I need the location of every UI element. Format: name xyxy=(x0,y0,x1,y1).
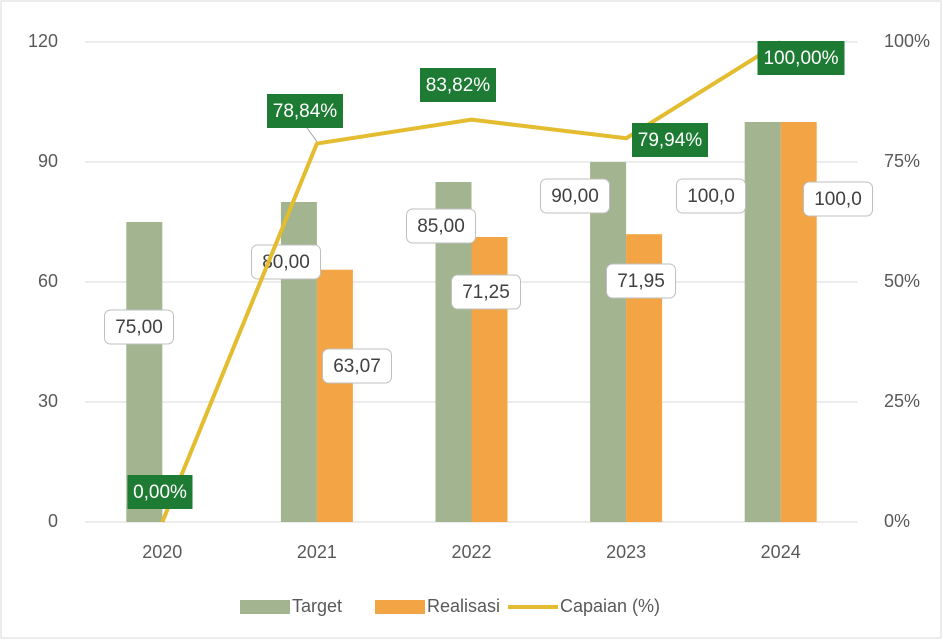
data-label-box xyxy=(104,309,174,345)
legend-label: Target xyxy=(292,596,342,616)
data-label-box xyxy=(267,94,343,128)
x-tick-label: 2024 xyxy=(761,542,801,562)
y2-tick-label: 100% xyxy=(884,31,930,51)
data-label: 63,07 xyxy=(333,356,381,377)
x-tick-label: 2023 xyxy=(606,542,646,562)
y-tick-label: 90 xyxy=(38,151,58,171)
data-label: 75,00 xyxy=(115,317,163,338)
data-label-box xyxy=(757,41,845,75)
data-label: 100,0 xyxy=(687,186,735,207)
data-label-box xyxy=(406,208,476,244)
data-label: 100,00% xyxy=(763,48,838,69)
y2-tick-label: 50% xyxy=(884,271,920,291)
legend-swatch xyxy=(240,600,290,614)
data-label: 78,84% xyxy=(273,101,338,122)
bar xyxy=(590,162,627,522)
y-tick-label: 0 xyxy=(48,511,58,531)
data-label: 85,00 xyxy=(417,216,465,237)
data-label: 90,00 xyxy=(551,186,599,207)
data-label: 0,00% xyxy=(133,482,187,503)
leader-line xyxy=(306,127,318,142)
data-label-box xyxy=(127,475,193,509)
legend-swatch xyxy=(375,600,425,614)
data-label: 79,94% xyxy=(638,130,703,151)
data-label: 71,25 xyxy=(462,282,510,303)
y-tick-label: 30 xyxy=(38,391,58,411)
legend-label: Capaian (%) xyxy=(560,596,660,616)
y2-tick-label: 75% xyxy=(884,151,920,171)
data-label: 83,82% xyxy=(426,75,491,96)
data-label-box xyxy=(803,181,873,217)
x-tick-label: 2022 xyxy=(451,542,491,562)
data-label-box xyxy=(676,178,746,214)
x-tick-label: 2021 xyxy=(297,542,337,562)
bar xyxy=(126,222,163,522)
data-label: 80,00 xyxy=(262,252,310,273)
y2-tick-label: 0% xyxy=(884,511,910,531)
bar xyxy=(744,122,781,522)
data-label: 100,0 xyxy=(814,189,862,210)
data-label-box xyxy=(540,178,610,214)
data-label-box xyxy=(632,123,708,157)
data-label-box xyxy=(451,274,521,310)
data-label: 71,95 xyxy=(617,271,665,292)
y-tick-label: 60 xyxy=(38,271,58,291)
data-label-box xyxy=(606,263,676,299)
data-label-box xyxy=(251,244,321,280)
bar xyxy=(316,269,353,522)
x-tick-label: 2020 xyxy=(142,542,182,562)
line xyxy=(160,40,782,523)
legend-label: Realisasi xyxy=(427,596,500,616)
data-label-box xyxy=(420,68,496,102)
data-label-box xyxy=(322,348,392,384)
y2-tick-label: 25% xyxy=(884,391,920,411)
y-tick-label: 120 xyxy=(28,31,58,51)
